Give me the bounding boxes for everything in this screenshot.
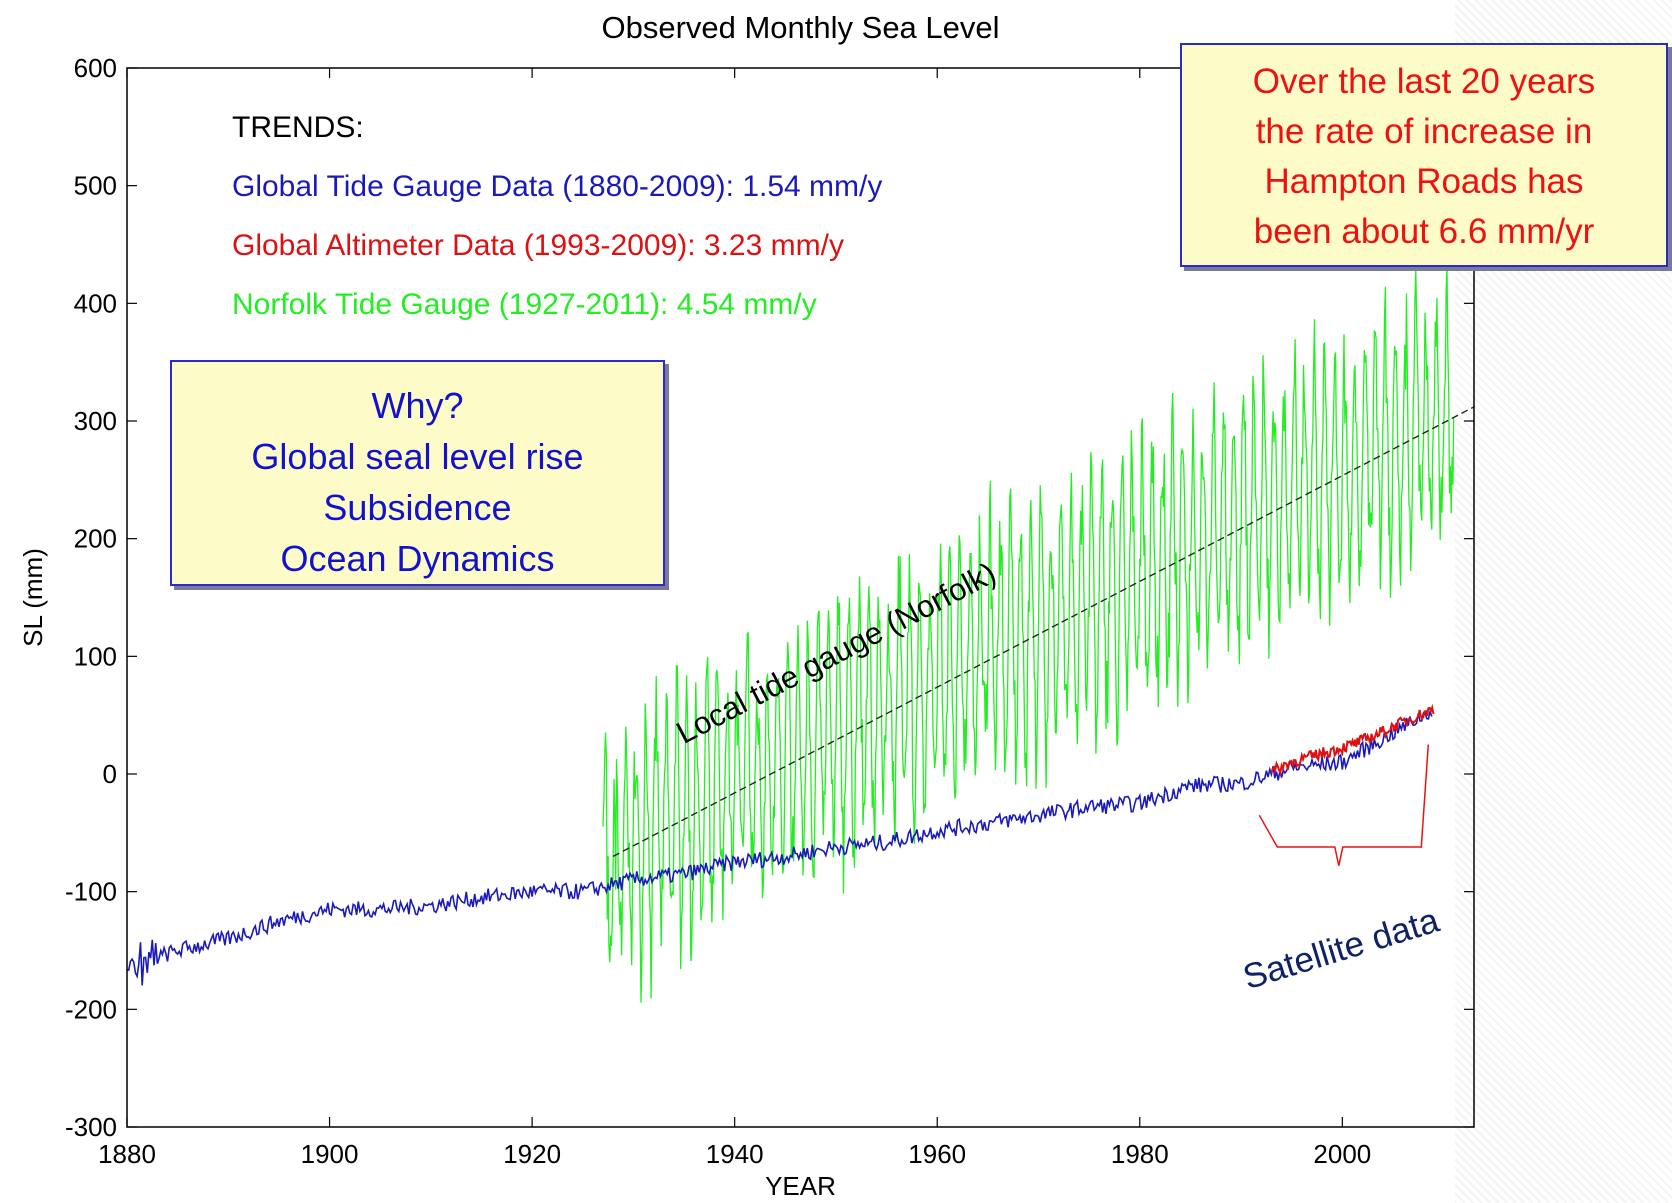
norfolk-series-line	[602, 267, 1455, 1003]
y-axis-label: SL (mm)	[18, 548, 48, 647]
why-box-line: Subsidence	[323, 487, 512, 528]
y-tick-label: 500	[74, 171, 117, 201]
plot-frame	[126, 67, 1475, 1128]
x-tick-label: 1880	[98, 1139, 156, 1169]
rate-box-line: Hampton Roads has	[1264, 162, 1584, 201]
why-box-line: Why?	[371, 385, 464, 426]
chart-title: Observed Monthly Sea Level	[601, 10, 999, 45]
trend-entry: Global Altimeter Data (1993-2009): 3.23 …	[232, 229, 844, 262]
trend-entry: Norfolk Tide Gauge (1927-2011): 4.54 mm/…	[232, 288, 817, 321]
rate-box-line: been about 6.6 mm/yr	[1253, 212, 1595, 251]
global-tide-series-line	[126, 708, 1433, 986]
trends-heading: TRENDS:	[232, 111, 364, 144]
y-tick-label: -100	[65, 877, 117, 907]
y-tick-label: -300	[65, 1112, 117, 1142]
x-tick-label: 2000	[1313, 1139, 1371, 1169]
rate-box: Over the last 20 years the rate of incre…	[1180, 43, 1668, 267]
x-tick-label: 1980	[1111, 1139, 1169, 1169]
x-tick-label: 1940	[706, 1139, 764, 1169]
altimeter-series-line	[1270, 703, 1435, 777]
why-box-line: Global seal level rise	[251, 436, 584, 477]
x-axis-label: YEAR	[765, 1171, 836, 1201]
y-tick-label: 600	[74, 53, 117, 83]
satellite-bracket	[1258, 744, 1430, 866]
y-tick-label: 400	[74, 288, 117, 318]
y-tick-label: 200	[74, 524, 117, 554]
x-tick-label: 1900	[301, 1139, 359, 1169]
y-tick-label: 100	[74, 641, 117, 671]
y-tick-label: 0	[103, 759, 117, 789]
norfolk-trend-line	[612, 406, 1475, 857]
why-box-line: Ocean Dynamics	[280, 538, 555, 579]
trend-entry: Global Tide Gauge Data (1880-2009): 1.54…	[232, 170, 882, 203]
why-box: Why? Global seal level rise Subsidence O…	[170, 360, 665, 586]
x-tick-label: 1920	[503, 1139, 561, 1169]
rate-box-line: the rate of increase in	[1255, 112, 1593, 151]
y-tick-label: -200	[65, 994, 117, 1024]
y-tick-label: 300	[74, 406, 117, 436]
x-tick-label: 1960	[908, 1139, 966, 1169]
satellite-data-annotation: Satellite data	[1239, 901, 1444, 998]
rate-box-line: Over the last 20 years	[1252, 62, 1596, 101]
